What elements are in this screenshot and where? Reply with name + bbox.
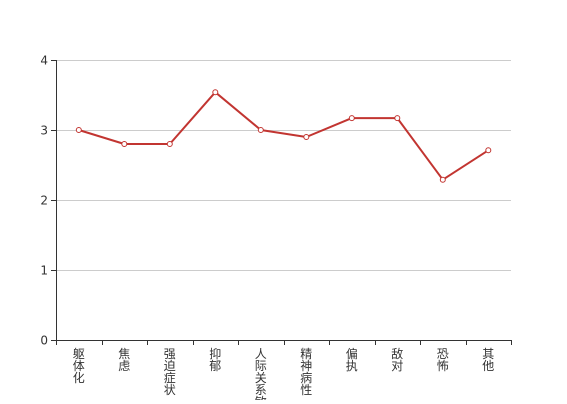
data-point bbox=[394, 115, 401, 122]
axes: 0 1 2 3 4 躯体化 焦虑 强迫症状 抑郁 人际关系敏感 精神病性 偏执 敌对 恐怖 其他 bbox=[40, 54, 512, 404]
x-tick-label: 躯体化 bbox=[73, 346, 85, 385]
x-tick-label: 敌对 bbox=[391, 346, 403, 373]
series-layer bbox=[75, 89, 492, 183]
x-tick-label: 抑郁 bbox=[209, 346, 221, 373]
x-tick-label: 恐怖 bbox=[437, 347, 449, 373]
y-tick-label: 1 bbox=[40, 264, 48, 278]
data-point bbox=[121, 141, 128, 147]
y-tick-label: 2 bbox=[40, 194, 48, 208]
data-point bbox=[166, 141, 173, 147]
data-point bbox=[303, 134, 310, 140]
data-point bbox=[348, 115, 355, 122]
data-point bbox=[75, 127, 82, 133]
data-point bbox=[485, 147, 492, 154]
x-tick-label: 强迫症状 bbox=[164, 347, 176, 397]
x-tick-label: 其他 bbox=[482, 347, 494, 373]
x-tick-label: 精神病性 bbox=[300, 347, 312, 397]
data-point bbox=[439, 176, 446, 183]
y-tick-label: 4 bbox=[40, 54, 48, 68]
series-line-0 bbox=[78, 91, 489, 181]
y-tick-label: 0 bbox=[40, 334, 48, 348]
x-tick-label: 偏执 bbox=[346, 346, 358, 373]
y-tick-label: 3 bbox=[40, 124, 48, 138]
x-tick-label: 焦虑 bbox=[118, 347, 130, 373]
data-point bbox=[257, 127, 264, 133]
grid-lines bbox=[56, 60, 511, 271]
x-tick-label: 人际关系敏感 bbox=[255, 347, 267, 400]
data-point bbox=[212, 89, 219, 96]
